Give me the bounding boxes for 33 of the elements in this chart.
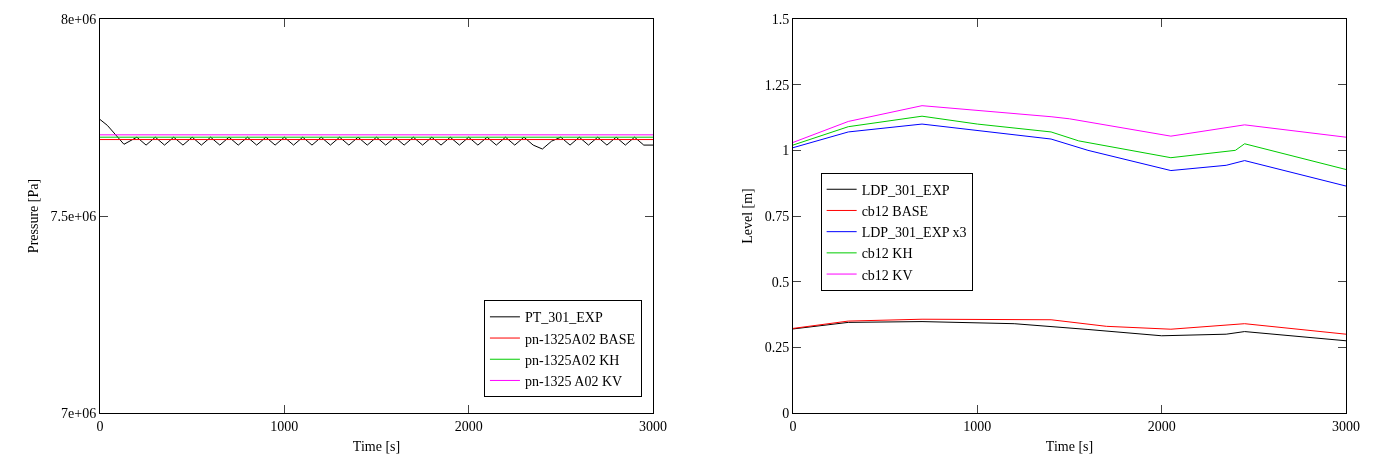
legend-label: cb12 BASE <box>861 203 929 219</box>
x-tick-label: 1000 <box>270 418 299 434</box>
x-tick-label: 2000 <box>1147 418 1176 434</box>
legend-label: cb12 KV <box>861 267 913 283</box>
line-series <box>793 115 1346 171</box>
x-axis-title: Time [s] <box>352 439 401 455</box>
legend-label: pn-1325 A02 KV <box>524 373 623 389</box>
x-tick-label: 3000 <box>639 418 667 434</box>
y-tick-label: 1.5 <box>771 11 790 27</box>
y-tick-label: 0.75 <box>764 208 790 224</box>
legend-label: pn-1325A02 BASE <box>524 331 635 347</box>
line-series <box>793 105 1346 143</box>
legend-label: LDP_301_EXP <box>861 182 950 198</box>
y-tick-label: 0 <box>782 405 790 421</box>
legend-label: PT_301_EXP <box>524 310 603 326</box>
line-series <box>793 318 1346 335</box>
y-tick-label: 1 <box>782 143 790 159</box>
y-tick-label: 1.25 <box>764 77 790 93</box>
line-series <box>793 123 1346 187</box>
x-tick-label: 3000 <box>1332 418 1360 434</box>
y-tick-label: 7.5e+06 <box>50 208 97 224</box>
y-tick-label: 0.5 <box>771 274 790 290</box>
legend-label: LDP_301_EXP x3 <box>861 225 967 241</box>
y-axis-title: Pressure [Pa] <box>26 178 42 254</box>
y-tick-label: 0.25 <box>764 340 790 356</box>
legend-label: cb12 KH <box>861 246 913 262</box>
y-tick-label: 8e+06 <box>61 11 97 27</box>
y-axis-title: Level [m] <box>740 188 756 244</box>
y-tick-label: 7e+06 <box>61 405 97 421</box>
legend-label: pn-1325A02 KH <box>524 352 620 368</box>
x-tick-label: 2000 <box>454 418 483 434</box>
x-tick-label: 1000 <box>963 418 992 434</box>
x-axis-title: Time [s] <box>1045 439 1094 455</box>
